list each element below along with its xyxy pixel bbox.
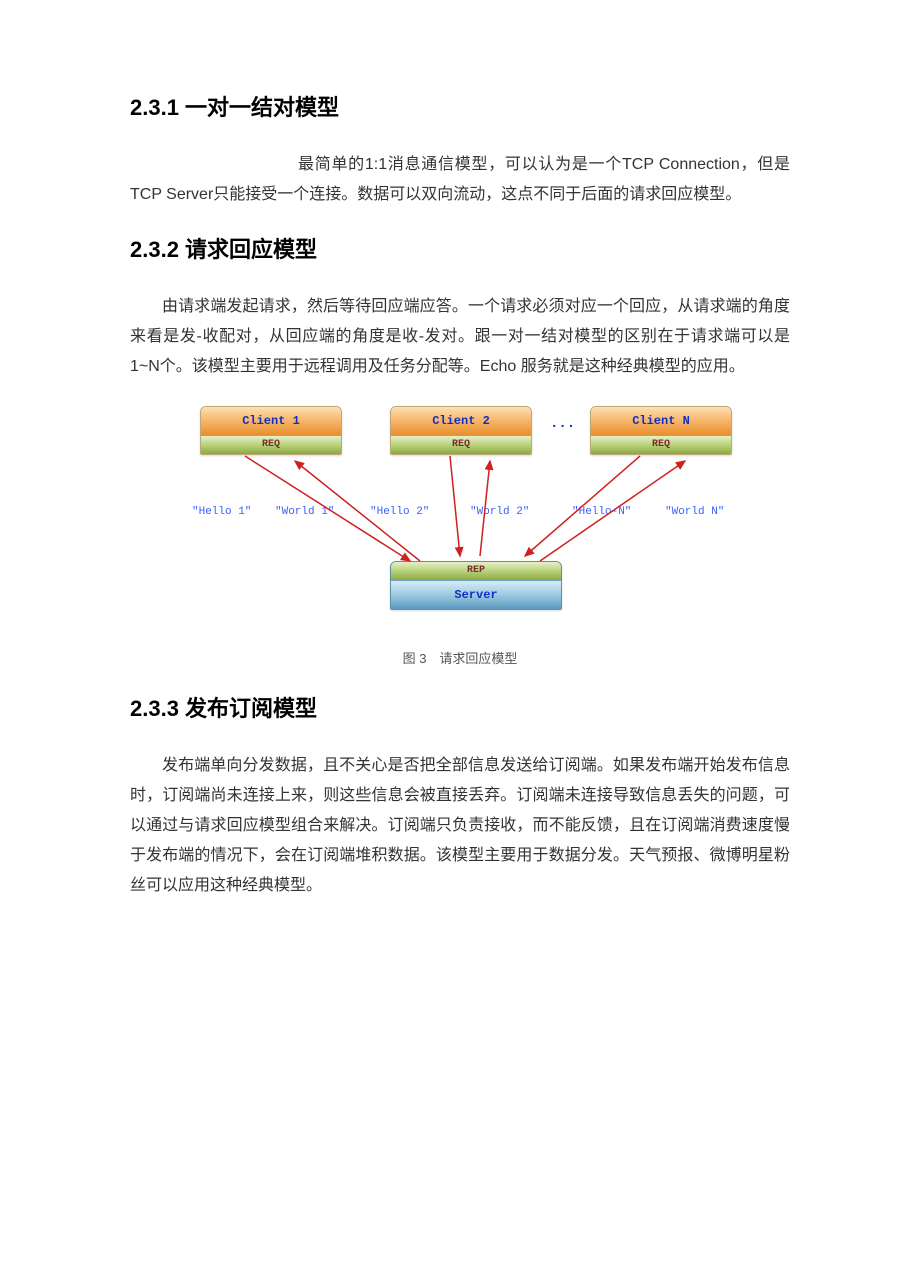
figure-caption: 图 3 请求回应模型 (130, 648, 790, 667)
paragraph-2-3-3: 发布端单向分发数据，且不关心是否把全部信息发送给订阅端。如果发布端开始发布信息时… (130, 751, 790, 901)
paragraph-2-3-1: 最简单的1:1消息通信模型，可以认为是一个TCP Connection，但是TC… (130, 150, 790, 210)
heading-2-3-3: 2.3.3 发布订阅模型 (130, 691, 790, 723)
paragraph-2-3-2: 由请求端发起请求，然后等待回应端应答。一个请求必须对应一个回应，从请求端的角度来… (130, 292, 790, 382)
heading-2-3-2: 2.3.2 请求回应模型 (130, 232, 790, 264)
arrows-svg (180, 406, 740, 636)
figure-request-reply: Client 1 REQ Client 2 REQ ... Client N R… (180, 406, 740, 636)
document-page: 2.3.1 一对一结对模型 最简单的1:1消息通信模型，可以认为是一个TCP C… (0, 0, 920, 1173)
heading-2-3-1: 2.3.1 一对一结对模型 (130, 90, 790, 122)
